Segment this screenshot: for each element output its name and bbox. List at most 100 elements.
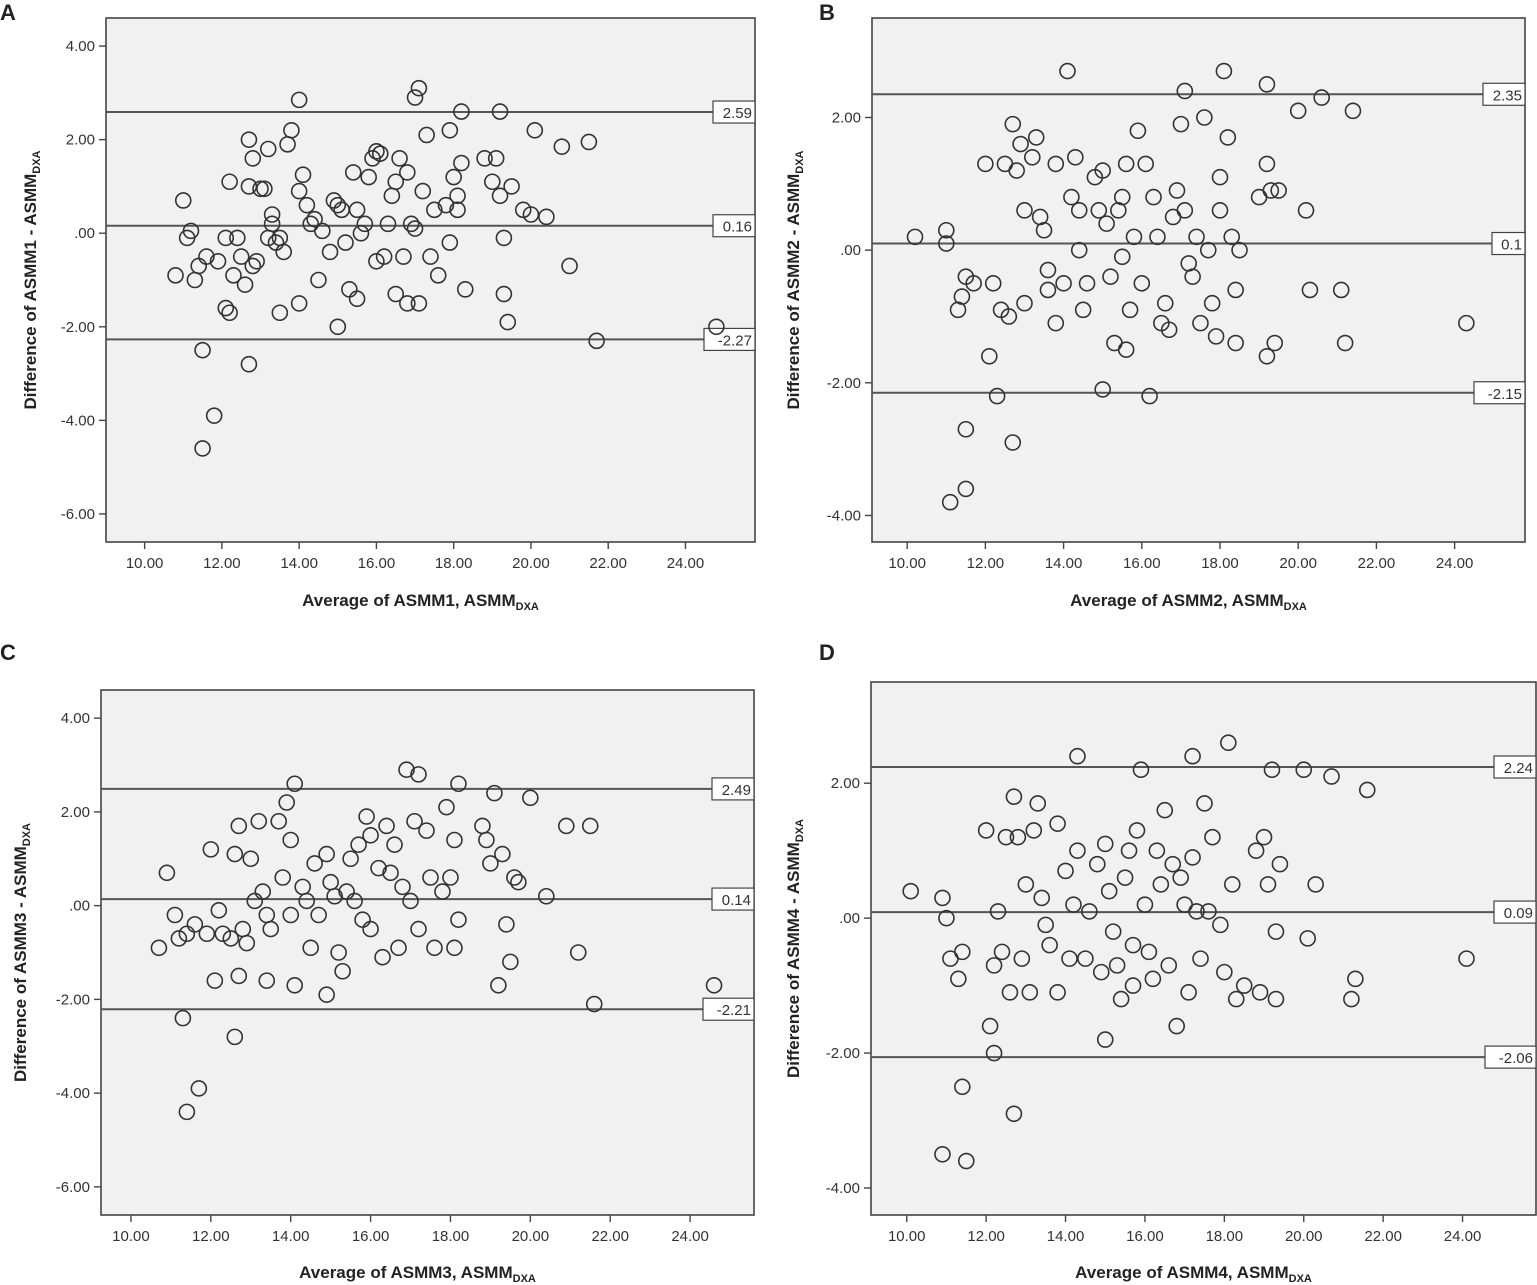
data-point [1016,202,1033,219]
reference-line-label-box [1484,1045,1537,1069]
data-point [957,1152,975,1170]
data-point [298,892,315,910]
data-point [226,845,244,863]
data-point [174,192,192,209]
data-point [1196,109,1213,126]
data-point [1168,182,1186,199]
data-point [1017,876,1035,893]
data-point [418,126,435,144]
data-point [263,206,281,223]
data-point [1128,822,1146,839]
data-point [375,248,393,265]
data-point [1235,977,1253,994]
data-point [1113,188,1131,206]
data-point [236,276,254,293]
data-point [158,864,176,882]
data-point [934,889,951,907]
data-point [1096,835,1114,853]
data-point [402,892,419,910]
data-point [240,355,258,373]
data-point [1231,241,1248,259]
data-point [580,133,598,151]
data-point [498,916,515,933]
data-point [362,827,379,844]
data-point [491,103,509,120]
data-point [1176,82,1194,100]
data-point [437,196,455,214]
x-tick-label: 20.00 [1279,555,1317,572]
x-tick-label: 12.00 [967,1228,1005,1245]
data-point [1192,950,1209,967]
y-axis-title: Difference of ASMM3 - ASMMDXA [11,823,33,1082]
data-point [1156,801,1174,819]
data-point [502,953,519,971]
data-point [178,1103,196,1121]
data-point [1132,761,1150,779]
data-point [491,187,509,205]
data-point [1067,148,1084,166]
data-point [244,257,262,275]
data-point [1307,876,1324,893]
data-point [221,173,238,191]
x-tick-label: 12.00 [203,555,241,572]
y-tick-label: .00 [839,910,860,927]
data-point [399,295,416,312]
x-tick-label: 12.00 [967,555,1005,572]
data-point [1259,876,1277,893]
data-point [1168,1017,1186,1035]
reference-line-label: -2.15 [1488,386,1522,403]
data-point [1024,148,1041,166]
data-point [166,906,184,924]
data-point [1113,248,1131,266]
data-point [1149,228,1166,246]
reference-line-label: 2.49 [722,782,751,799]
y-tick-label: 2.00 [832,109,861,126]
data-point [178,229,196,247]
data-point [453,103,470,120]
data-point [1125,228,1143,246]
data-point [1033,889,1051,907]
scatter-chart-a: 10.00 12.00 14.00 16.00 18.00 20.00 22.00 24.00… [21,17,756,613]
data-point [302,939,319,957]
data-point [379,215,397,233]
panel-b: B 10.00 12.00 14.00 16.00 18.00 20.00 22.00 24.… [769,0,1537,640]
panel-a: A 10.00 12.00 14.00 16.00 18.00 20.00 22.00 24.… [0,0,768,640]
data-point [1140,943,1158,961]
y-tick-label: 2.00 [66,132,95,149]
data-point [441,234,459,251]
data-point [977,155,994,173]
data-point [406,220,424,237]
data-point [1343,990,1360,1008]
data-point [1344,102,1362,120]
data-point [1211,202,1229,219]
data-point [1078,275,1096,292]
data-point [1005,788,1023,805]
x-tick-label: 22.00 [1364,1228,1402,1245]
data-point [1172,115,1190,133]
panel-d: D 10.00 12.00 14.00 16.00 18.00 20.00 22.00 24.… [769,640,1537,1285]
x-tick-label: 20.00 [512,1228,550,1245]
x-tick-label: 16.00 [352,1228,390,1245]
reference-line-label-box [711,887,755,911]
x-tick-label: 18.00 [1201,555,1239,572]
data-point [330,944,347,961]
data-point [495,285,513,303]
data-point [1029,795,1047,812]
data-point [342,850,359,868]
y-tick-label: .00 [69,898,90,915]
data-point [1262,182,1280,199]
data-point [1049,815,1066,832]
data-point [1458,950,1475,967]
data-point [1200,903,1217,920]
data-point [429,267,447,284]
y-tick-label: -2.00 [61,319,95,336]
data-point [1251,984,1269,1001]
data-point [950,970,967,988]
data-point [482,855,499,872]
data-point [1063,188,1080,206]
data-point [449,187,466,205]
data-point [1152,876,1170,893]
data-point [286,775,304,793]
data-point [248,252,265,270]
data-point [334,962,351,980]
